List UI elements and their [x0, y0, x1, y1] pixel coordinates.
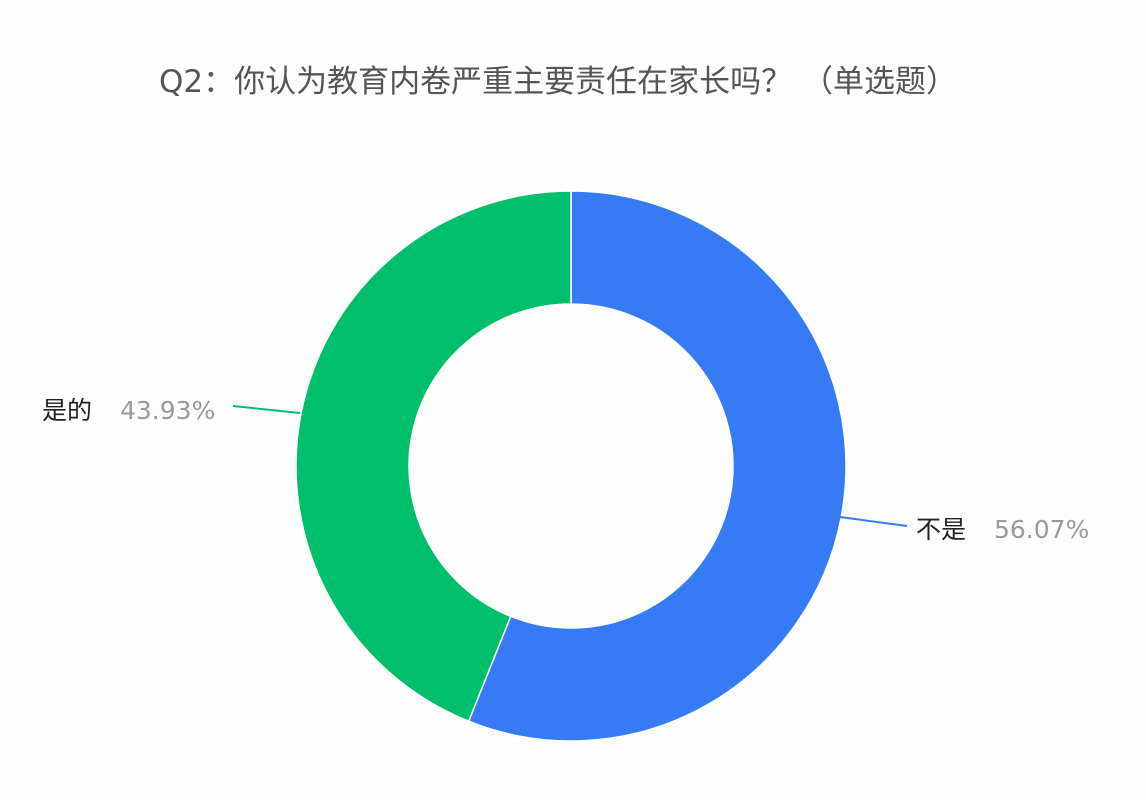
donut-slice-1 — [467, 190, 847, 742]
labels-group: 不是 56.07% 是的 43.93% — [42, 396, 1089, 544]
slice-percent-label-2: 43.93% — [120, 396, 215, 425]
chart-title: Q2：你认为教育内卷严重主要责任在家长吗？ （单选题） — [159, 64, 957, 100]
slice-name-label-2: 是的 — [42, 396, 92, 425]
leader-line-1 — [839, 516, 908, 527]
donut-slice-2 — [295, 190, 572, 723]
slices-group — [295, 190, 847, 742]
slice-percent-label-1: 56.07% — [994, 515, 1089, 544]
leader-line-2 — [232, 405, 301, 414]
slice-name-label-1: 不是 — [916, 515, 966, 544]
